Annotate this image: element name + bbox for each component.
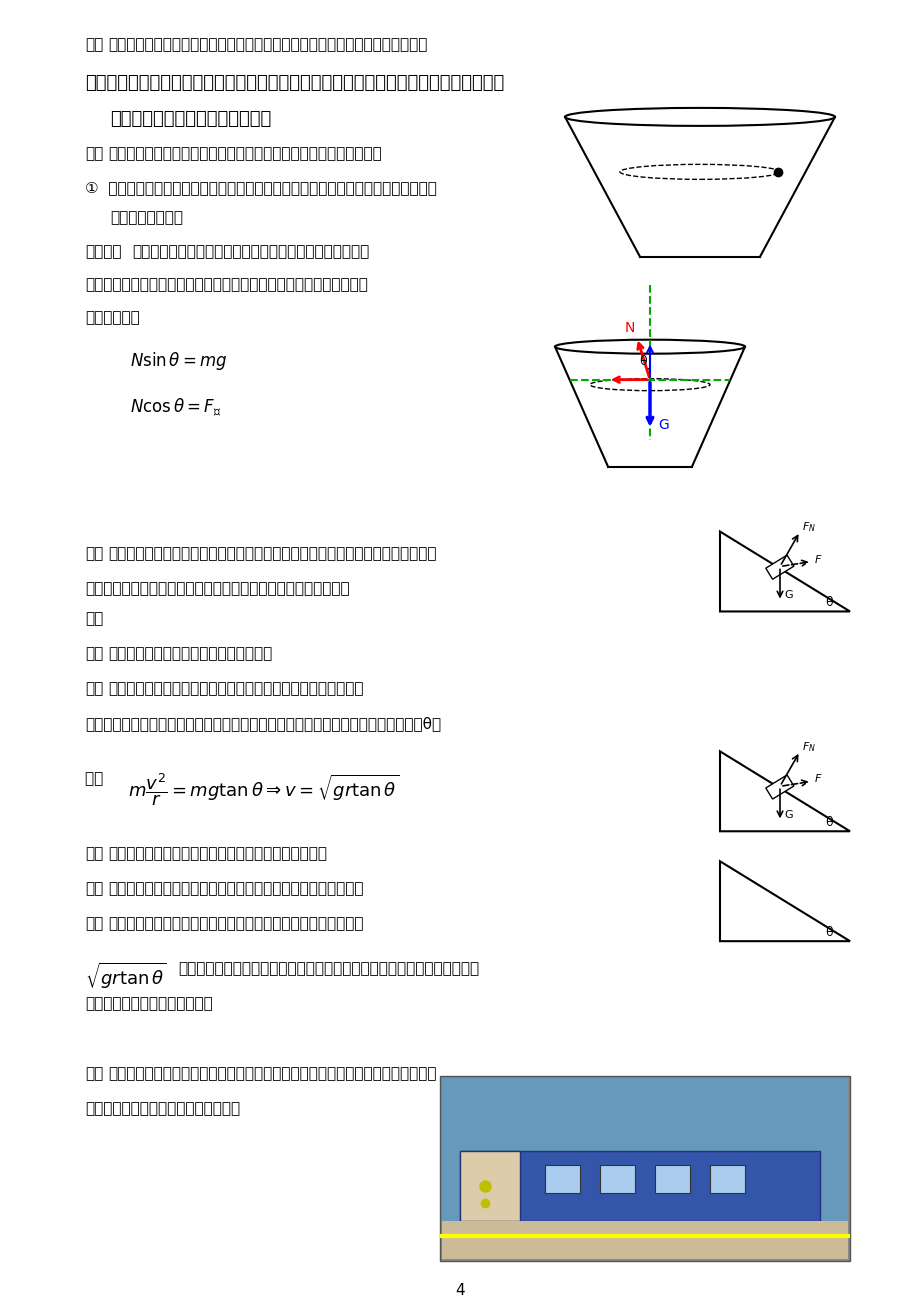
Text: 4: 4 [455,1282,464,1298]
Text: ：支持力、重力。向心力为重力与支持力的合力。由于这两: ：支持力、重力。向心力为重力与支持力的合力。由于这两 [131,243,369,259]
Text: 在讨论了与汽车转弯相关的知识后，我们来研究火车转弯的问题。在当今社会，火: 在讨论了与汽车转弯相关的知识后，我们来研究火车转弯的问题。在当今社会，火 [108,1066,436,1081]
FancyBboxPatch shape [709,1165,744,1193]
Text: 现在大家应该得到结论了吧。将路面倾斜的原因是让支持力与竖直方向成一角度，: 现在大家应该得到结论了吧。将路面倾斜的原因是让支持力与竖直方向成一角度， [108,547,436,561]
Text: 师：: 师： [85,1066,103,1081]
Text: 向心力还是在水平面，指向圆心。: 向心力还是在水平面，指向圆心。 [110,109,271,128]
Text: 师：: 师： [85,36,103,52]
Text: 生：: 生： [85,881,103,896]
Text: 学生作图，教师巡视，要提醒学生虽然路面是倾斜的，但车还是在水平面内做圆周运动，: 学生作图，教师巡视，要提醒学生虽然路面是倾斜的，但车还是在水平面内做圆周运动， [85,74,504,92]
Text: 【解析】: 【解析】 [85,243,121,259]
Text: $\sqrt{gr\tan\theta}$: $\sqrt{gr\tan\theta}$ [85,961,167,991]
Text: θ: θ [824,596,832,609]
FancyBboxPatch shape [460,1151,519,1221]
Text: 则有: 则有 [85,771,108,786]
Text: G: G [657,418,668,432]
Text: 个力的合力必须指向圆心，将支持力沿水平和竖直方向分解后就有如图: 个力的合力必须指向圆心，将支持力沿水平和竖直方向分解后就有如图 [85,277,368,292]
Text: 师：: 师： [85,146,103,161]
Text: 如果汽车转弯速度大于这个值呢？或者小于这个值呢？: 如果汽车转弯速度大于这个值呢？或者小于这个值呢？ [108,846,326,861]
FancyBboxPatch shape [599,1165,634,1193]
Text: 师：: 师： [85,846,103,861]
Text: θ: θ [639,355,646,368]
Text: θ: θ [824,926,832,939]
Text: G: G [783,591,792,600]
Text: $N\cos\theta = F_{\rm 向}$: $N\cos\theta = F_{\rm 向}$ [130,397,221,418]
Text: G: G [783,810,792,820]
Text: 这样支持力的水平分力就可以提供部分向心力，减小静摩擦力的负: 这样支持力的水平分力就可以提供部分向心力，减小静摩擦力的负 [85,582,349,596]
FancyBboxPatch shape [544,1165,579,1193]
Text: $F$: $F$ [813,772,822,784]
Text: 能，根据上面例题可知，即使没有摩擦力，只靠重力与支持力的: 能，根据上面例题可知，即使没有摩擦力，只靠重力与支持力的 [108,681,363,697]
Text: $N\sin\theta = mg$: $N\sin\theta = mg$ [130,350,227,371]
Text: 如果倾斜路面是光滑的，汽车能转弯吗？: 如果倾斜路面是光滑的，汽车能转弯吗？ [108,646,272,661]
FancyBboxPatch shape [439,1075,849,1260]
Text: 生：: 生： [85,681,103,697]
FancyBboxPatch shape [441,1078,847,1259]
FancyBboxPatch shape [460,1151,819,1221]
FancyBboxPatch shape [441,1221,847,1259]
Text: 所示的结论。: 所示的结论。 [85,310,140,324]
Text: 如果大于这个值，则汽车向上滑，如果小于这个值，则向下滑。: 如果大于这个值，则汽车向上滑，如果小于这个值，则向下滑。 [108,881,363,896]
Text: 合力充当向心力也可以做圆周运动，此时的速度是个定值，假设路面与水平面夹角为θ，: 合力充当向心力也可以做圆周运动，此时的速度是个定值，假设路面与水平面夹角为θ， [85,716,440,732]
FancyBboxPatch shape [654,1165,689,1193]
Text: 的速度转弯，这样既安全，又对汽车轮胎有保护作用。所以一般在公路拐弯: 的速度转弯，这样既安全，又对汽车轮胎有保护作用。所以一般在公路拐弯 [177,961,479,976]
Text: 对，这个时候就要靠路面的静摩擦力来帮忙了，当然最好就是以: 对，这个时候就要靠路面的静摩擦力来帮忙了，当然最好就是以 [108,917,363,931]
Text: 师：: 师： [85,547,103,561]
Text: θ: θ [824,816,832,829]
Text: $m\dfrac{v^2}{r} = mg\tan\theta \Rightarrow v = \sqrt{gr\tan\theta}$: $m\dfrac{v^2}{r} = mg\tan\theta \Rightar… [128,771,399,809]
Text: ①  玻璃球沿碗（透明）的内壁在水平面内做匀速圆周运动，如图。（不计摩擦）试分: ① 玻璃球沿碗（透明）的内壁在水平面内做匀速圆周运动，如图。（不计摩擦）试分 [85,180,437,195]
Text: 如果不能完成上题的思考，对照下面我们以前完成的一道例题思考。: 如果不能完成上题的思考，对照下面我们以前完成的一道例题思考。 [108,146,381,161]
Text: 车是非常重要的交通工具之一。如下图: 车是非常重要的交通工具之一。如下图 [85,1101,240,1116]
Text: N: N [624,320,634,335]
Text: $F$: $F$ [813,552,822,565]
FancyBboxPatch shape [765,555,793,579]
Text: 师：: 师： [85,646,103,661]
Text: 师：: 师： [85,917,103,931]
FancyBboxPatch shape [765,775,793,799]
Text: 担。: 担。 [85,612,103,626]
Text: $F_N$: $F_N$ [801,521,815,534]
Text: 处均有限速牌。如上两图右图。: 处均有限速牌。如上两图右图。 [85,996,212,1012]
Text: 请大家讨论一下这样做的原因，画出受力分析图并思考汽车转弯向心力的来源。: 请大家讨论一下这样做的原因，画出受力分析图并思考汽车转弯向心力的来源。 [108,36,427,52]
Text: 析向心力的来源。: 析向心力的来源。 [110,210,183,225]
Text: $F_N$: $F_N$ [801,741,815,754]
